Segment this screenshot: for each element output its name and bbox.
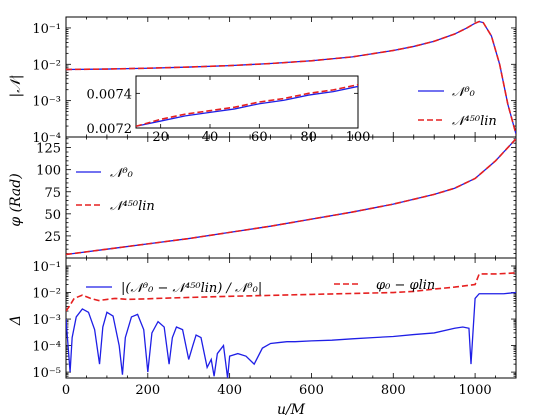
y-tick-label: 25 bbox=[44, 230, 61, 245]
y-tick-label: 125 bbox=[36, 142, 61, 157]
middle-plot-lines bbox=[66, 138, 516, 256]
middle-legend-n0: 𝒩⁰₀ bbox=[110, 166, 134, 181]
y-tick-label: 10⁻³ bbox=[32, 313, 61, 328]
inset-frame bbox=[135, 75, 359, 129]
bottom-series-diff-line bbox=[66, 291, 516, 378]
bottom-xticks: 0 200 400 600 800 1000 bbox=[62, 258, 517, 398]
inset-series-red-line bbox=[136, 83, 358, 128]
y-tick-label: 100 bbox=[36, 164, 61, 179]
inset-y-tick-label: 0.0072 bbox=[87, 122, 133, 137]
middle-series-n0-line bbox=[66, 138, 516, 256]
y-tick-label: 10⁻⁵ bbox=[32, 366, 61, 381]
y-tick-label: 10⁻² bbox=[32, 58, 61, 73]
y-tick-label: 10⁻⁴ bbox=[32, 131, 61, 146]
y-tick-label: 50 bbox=[44, 208, 61, 223]
top-legend: 𝒩⁰₀ 𝒩⁴⁵⁰lin bbox=[418, 85, 497, 129]
top-plot-lines bbox=[66, 20, 516, 135]
top-panel: 10⁻¹10⁻²10⁻³10⁻⁴ |𝒩| 𝒩⁰₀ 𝒩⁴⁵⁰lin 20 40 60 8… bbox=[8, 16, 517, 146]
inset-y-tick-label: 0.0074 bbox=[87, 87, 133, 102]
bottom-legend-phase: φ₀ − φlin bbox=[376, 278, 435, 293]
x-tick-label: 800 bbox=[381, 383, 406, 398]
bottom-plot-lines bbox=[66, 272, 516, 378]
x-tick-label: 600 bbox=[299, 383, 324, 398]
top-legend-n0: 𝒩⁰₀ bbox=[452, 85, 476, 100]
middle-legend-nlin: 𝒩⁴⁵⁰lin bbox=[110, 199, 155, 214]
y-tick-label: 10⁻¹ bbox=[32, 260, 61, 275]
x-tick-label: 200 bbox=[135, 383, 160, 398]
bottom-xlabel: u/M bbox=[277, 402, 306, 418]
x-tick-label: 1000 bbox=[459, 383, 492, 398]
x-tick-label: 400 bbox=[217, 383, 242, 398]
y-tick-label: 10⁻⁴ bbox=[32, 340, 61, 355]
middle-ylabel: φ (Rad) bbox=[8, 173, 24, 226]
inset-series-blue-line bbox=[136, 85, 358, 127]
bottom-legend-diff: |(𝒩⁰₀ − 𝒩⁴⁵⁰lin) / 𝒩⁰₀| bbox=[121, 281, 262, 296]
inset-plot-lines bbox=[136, 83, 358, 128]
middle-yticks: 25 50 75 100 125 bbox=[36, 138, 516, 254]
y-tick-label: 10⁻³ bbox=[32, 95, 61, 110]
bottom-legend: |(𝒩⁰₀ − 𝒩⁴⁵⁰lin) / 𝒩⁰₀| φ₀ − φlin bbox=[86, 278, 435, 296]
top-series-nlin-line bbox=[66, 20, 516, 135]
middle-legend: 𝒩⁰₀ 𝒩⁴⁵⁰lin bbox=[76, 166, 155, 214]
bottom-panel: 10⁻¹ 10⁻² 10⁻³ 10⁻⁴ 10⁻⁵ 0 200 400 600 800 1000 Δ… bbox=[8, 257, 517, 418]
bottom-ylabel: Δ bbox=[8, 315, 24, 326]
y-tick-label: 10⁻¹ bbox=[32, 22, 61, 37]
x-tick-label: 0 bbox=[62, 383, 70, 398]
bottom-series-phase-line bbox=[66, 272, 516, 312]
y-tick-label: 75 bbox=[44, 186, 61, 201]
top-ylabel: |𝒩| bbox=[8, 75, 24, 98]
top-yticks: 10⁻¹ 10⁻² 10⁻³ 10⁻⁴ bbox=[32, 16, 516, 146]
top-legend-nlin: 𝒩⁴⁵⁰lin bbox=[452, 114, 497, 129]
y-tick-label: 10⁻² bbox=[32, 287, 61, 302]
